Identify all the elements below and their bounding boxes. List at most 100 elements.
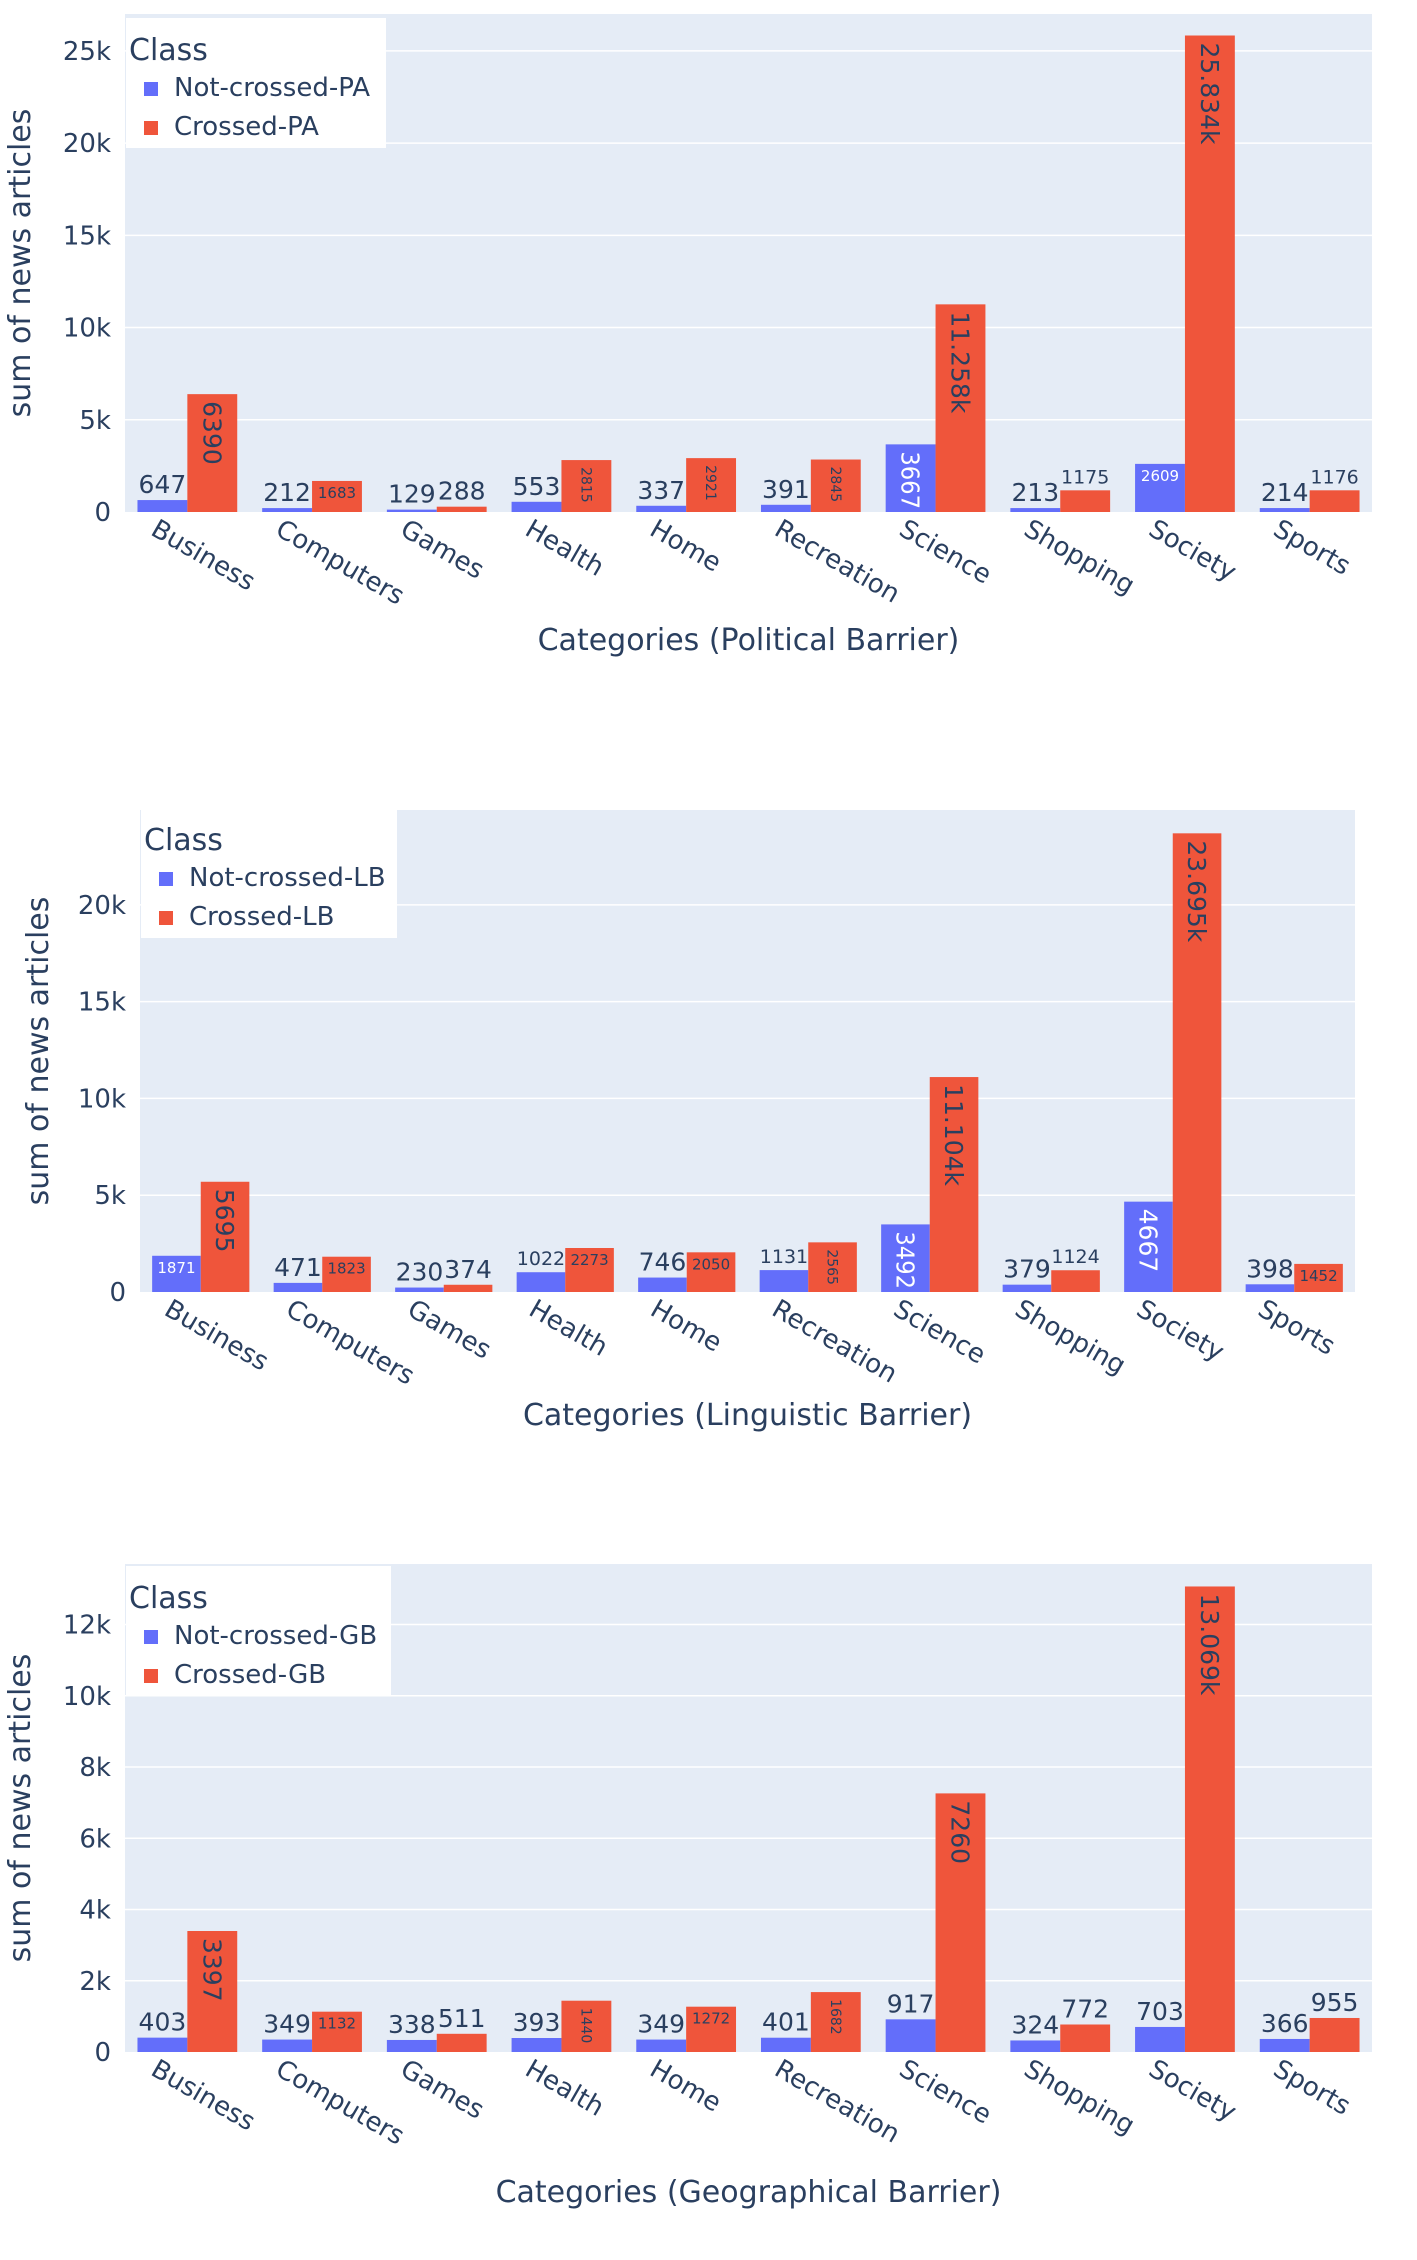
bar-not-crossed-gb-home[interactable]	[636, 2039, 687, 2052]
bar-not-crossed-gb-health[interactable]	[511, 2038, 562, 2052]
legend-swatch-not-crossed-gb[interactable]	[144, 1630, 158, 1644]
legend-item-not-crossed-lb[interactable]: Not-crossed-LB	[189, 863, 386, 893]
data-label: 3492	[890, 1231, 919, 1289]
y-tick-label: 5k	[79, 406, 111, 436]
x-tick-label-business: Business	[159, 1294, 273, 1377]
data-label: 2815	[577, 467, 593, 503]
data-label: 471	[274, 1253, 322, 1282]
bar-crossed-gb-home[interactable]	[686, 2006, 737, 2052]
bar-crossed-gb-science[interactable]	[935, 1793, 986, 2052]
x-tick-label-games: Games	[395, 514, 489, 585]
bar-not-crossed-pa-sports[interactable]	[1259, 508, 1310, 512]
legend-item-crossed-pa[interactable]: Crossed-PA	[174, 112, 319, 142]
bar-not-crossed-pa-computers[interactable]	[262, 508, 313, 512]
legend-swatch-crossed-pa[interactable]	[144, 121, 158, 135]
y-tick-label: 25k	[63, 37, 111, 67]
legend-swatch-crossed-gb[interactable]	[144, 1669, 158, 1683]
x-tick-label-computers: Computers	[271, 514, 410, 611]
bar-not-crossed-gb-shopping[interactable]	[1010, 2040, 1061, 2052]
y-tick-label: 10k	[63, 314, 111, 344]
bar-not-crossed-pa-games[interactable]	[386, 509, 437, 512]
bar-not-crossed-gb-games[interactable]	[386, 2039, 437, 2052]
bar-crossed-lb-computers[interactable]	[322, 1256, 371, 1292]
bar-not-crossed-lb-shopping[interactable]	[1002, 1284, 1052, 1292]
bar-not-crossed-pa-recreation[interactable]	[760, 504, 811, 512]
legend-swatch-not-crossed-pa[interactable]	[144, 82, 158, 96]
bar-not-crossed-lb-games[interactable]	[395, 1287, 444, 1292]
bar-crossed-lb-sports[interactable]	[1294, 1263, 1343, 1292]
data-label: 1823	[327, 1260, 365, 1278]
bar-crossed-gb-health[interactable]	[561, 2000, 612, 2052]
data-label: 374	[444, 1255, 492, 1284]
bar-crossed-gb-computers[interactable]	[312, 2011, 362, 2052]
bar-crossed-gb-sports[interactable]	[1309, 2017, 1360, 2052]
bar-not-crossed-gb-computers[interactable]	[262, 2039, 313, 2052]
data-label: 1131	[760, 1246, 808, 1268]
bar-not-crossed-lb-science[interactable]	[881, 1224, 930, 1292]
legend-item-not-crossed-gb[interactable]: Not-crossed-GB	[174, 1621, 377, 1651]
data-label: 391	[762, 475, 810, 504]
x-tick-label-sports: Sports	[1253, 1294, 1340, 1362]
linguistic-barrier-chart: 0 5k 10k 15k 20k 1871 5695 Business 471 1823 Compu…	[0, 790, 1417, 1470]
data-label: 2565	[824, 1249, 840, 1285]
legend-item-crossed-lb[interactable]: Crossed-LB	[189, 902, 334, 932]
bar-crossed-gb-shopping[interactable]	[1060, 2024, 1111, 2052]
x-axis-title: Categories (Linguistic Barrier)	[523, 1398, 972, 1433]
bar-not-crossed-gb-sports[interactable]	[1259, 2038, 1310, 2052]
bar-crossed-lb-business[interactable]	[200, 1181, 250, 1292]
bar-crossed-gb-society[interactable]	[1184, 1586, 1235, 2052]
bar-crossed-pa-health[interactable]	[561, 460, 612, 512]
legend-swatch-crossed-lb[interactable]	[159, 911, 173, 925]
data-label: 703	[1136, 1997, 1184, 2026]
legend-swatch-not-crossed-lb[interactable]	[159, 872, 173, 886]
bar-not-crossed-lb-society[interactable]	[1124, 1201, 1173, 1292]
bar-not-crossed-gb-business[interactable]	[137, 2037, 188, 2052]
legend-item-not-crossed-pa[interactable]: Not-crossed-PA	[174, 73, 370, 103]
x-tick-label-computers: Computers	[281, 1294, 420, 1391]
bar-not-crossed-lb-computers[interactable]	[273, 1282, 323, 1292]
bar-crossed-lb-recreation[interactable]	[808, 1242, 857, 1292]
bar-not-crossed-lb-business[interactable]	[152, 1255, 201, 1292]
bar-crossed-gb-recreation[interactable]	[810, 1992, 861, 2052]
bar-not-crossed-gb-science[interactable]	[885, 2019, 936, 2052]
bar-crossed-lb-health[interactable]	[565, 1248, 614, 1292]
data-label: 772	[1061, 1995, 1109, 2024]
bar-crossed-pa-games[interactable]	[436, 506, 487, 512]
legend-title: Class	[144, 823, 223, 858]
bar-crossed-pa-society[interactable]	[1184, 35, 1235, 512]
bar-not-crossed-gb-society[interactable]	[1135, 2026, 1185, 2052]
bar-crossed-lb-society[interactable]	[1172, 833, 1222, 1292]
bar-crossed-pa-science[interactable]	[935, 304, 986, 512]
bar-not-crossed-lb-recreation[interactable]	[759, 1270, 809, 1292]
bar-crossed-pa-recreation[interactable]	[810, 459, 861, 512]
legend-item-crossed-gb[interactable]: Crossed-GB	[174, 1660, 326, 1690]
geographical-barrier-chart: 0 2k 4k 6k 8k 10k 12k 403 3397 Business 349 1132 Com…	[0, 1560, 1417, 2260]
bar-crossed-gb-business[interactable]	[187, 1930, 238, 2052]
bar-not-crossed-pa-shopping[interactable]	[1010, 508, 1061, 512]
bar-not-crossed-lb-home[interactable]	[638, 1277, 687, 1292]
bar-not-crossed-gb-recreation[interactable]	[760, 2037, 811, 2052]
bar-crossed-gb-games[interactable]	[436, 2033, 487, 2052]
bar-crossed-pa-business[interactable]	[187, 394, 238, 512]
bar-not-crossed-lb-sports[interactable]	[1245, 1284, 1295, 1292]
bar-crossed-lb-shopping[interactable]	[1051, 1270, 1100, 1292]
bar-not-crossed-pa-society[interactable]	[1135, 463, 1185, 512]
bar-not-crossed-pa-science[interactable]	[885, 444, 936, 512]
bar-crossed-lb-home[interactable]	[686, 1252, 736, 1292]
x-tick-label-business: Business	[146, 2054, 260, 2137]
bar-not-crossed-lb-health[interactable]	[516, 1272, 566, 1292]
bar-crossed-pa-home[interactable]	[686, 458, 737, 512]
bar-not-crossed-pa-home[interactable]	[636, 505, 687, 512]
bar-crossed-lb-games[interactable]	[443, 1284, 493, 1292]
y-tick-label: 2k	[79, 1967, 111, 1997]
bar-crossed-pa-computers[interactable]	[312, 480, 362, 512]
bar-crossed-pa-sports[interactable]	[1309, 490, 1360, 512]
y-tick-label: 5k	[94, 1181, 126, 1211]
y-axis-title: sum of news articles	[3, 109, 38, 418]
data-label: 6390	[197, 401, 226, 465]
bar-not-crossed-pa-health[interactable]	[511, 501, 562, 512]
bar-crossed-pa-shopping[interactable]	[1060, 490, 1111, 512]
bar-crossed-lb-science[interactable]	[929, 1077, 979, 1292]
bar-not-crossed-pa-business[interactable]	[137, 500, 188, 512]
x-tick-label-science: Science	[894, 2054, 996, 2130]
